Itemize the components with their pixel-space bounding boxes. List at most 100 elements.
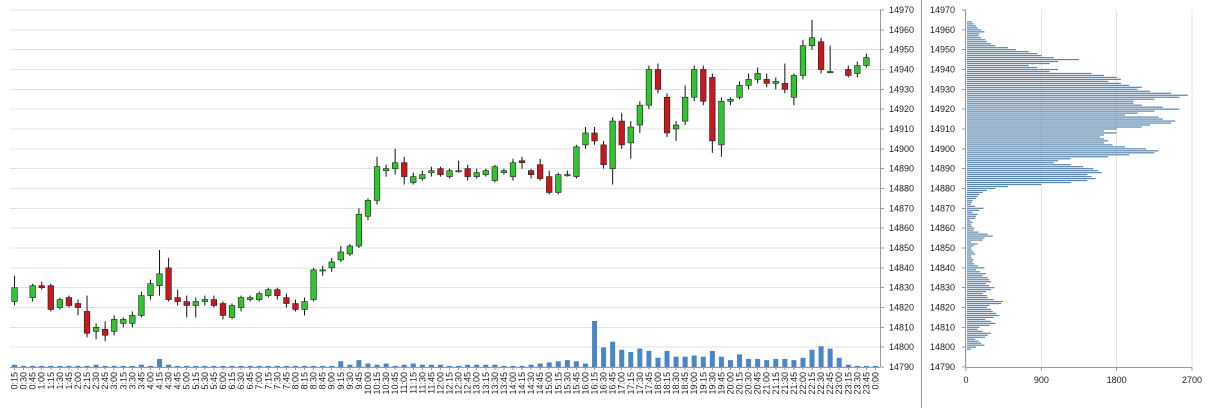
candle <box>346 244 353 256</box>
profile-bar <box>967 33 980 35</box>
profile-bar <box>967 344 985 346</box>
candle <box>292 299 299 312</box>
candle <box>47 283 54 312</box>
time-axis-label: 23:30 <box>852 372 862 395</box>
volume-bar <box>456 365 462 367</box>
candle-body <box>736 85 743 98</box>
candle-body <box>102 329 109 336</box>
volume-bar <box>646 350 652 367</box>
volume-bar <box>628 352 634 367</box>
profile-price-label: 14940 <box>930 65 955 75</box>
profile-bar <box>967 326 980 328</box>
volume-bar <box>111 365 117 367</box>
profile-bar <box>967 156 1109 158</box>
candle <box>663 93 671 137</box>
price-axis-label: 14940 <box>889 65 914 75</box>
price-axis-label: 14820 <box>889 303 914 313</box>
profile-bar <box>967 49 1017 51</box>
profile-bar <box>967 94 1188 96</box>
candle <box>355 208 363 248</box>
profile-bar <box>967 51 1029 53</box>
volume-bar <box>220 365 226 367</box>
price-axis: 14790 14800 14810 14820 14830 14840 14850 14860… <box>880 5 914 372</box>
profile-bar <box>967 124 1151 126</box>
volume-bar <box>573 361 579 367</box>
candle <box>437 166 444 177</box>
candle <box>319 265 326 276</box>
candle <box>228 303 236 320</box>
profile-bar <box>967 177 1096 180</box>
time-axis-label: 11:15 <box>408 372 418 394</box>
candle-body <box>808 37 816 46</box>
candle <box>491 164 498 183</box>
candle-body <box>546 176 553 193</box>
candle-body <box>654 69 662 90</box>
candle <box>863 53 870 68</box>
candle-body <box>319 269 326 272</box>
volume-bar <box>673 356 679 367</box>
time-axis-label: 19:45 <box>716 372 726 395</box>
candle-body <box>682 96 689 122</box>
time-axis-label: 8:45 <box>318 372 328 390</box>
volume-bar <box>782 358 788 367</box>
candle <box>219 301 227 320</box>
time-axis-label: 15:45 <box>571 372 581 395</box>
candle <box>817 37 825 74</box>
candle-body <box>627 126 634 144</box>
candle <box>283 293 290 308</box>
candle <box>799 39 807 80</box>
time-axis-label: 1:45 <box>64 372 74 390</box>
candle <box>74 299 82 316</box>
time-axis-label: 7:45 <box>281 372 291 390</box>
volume-bar <box>601 347 607 367</box>
candle-body <box>364 200 372 217</box>
time-axis-label: 4:45 <box>173 372 183 390</box>
candle-body <box>763 79 770 84</box>
time-axis-label: 22:15 <box>807 372 817 395</box>
profile-price-label: 14890 <box>930 164 955 174</box>
candle <box>790 73 798 106</box>
time-axis-label: 10:15 <box>372 372 382 395</box>
profile-bar <box>967 176 1092 178</box>
profile-bar <box>967 164 1071 166</box>
volume-bar <box>827 348 833 367</box>
volume-bar <box>773 358 779 367</box>
candle <box>682 85 689 126</box>
profile-bar <box>967 328 978 330</box>
profile-bar <box>967 25 977 27</box>
profile-bar <box>967 277 988 279</box>
candle <box>328 257 335 272</box>
profile-bar <box>967 142 1105 144</box>
candle <box>691 65 698 102</box>
candle <box>808 19 816 50</box>
volume-bar <box>746 358 752 367</box>
time-axis-label: 4:30 <box>164 372 174 390</box>
candle-body <box>237 297 245 308</box>
profile-bar <box>967 140 1109 142</box>
candle <box>546 170 553 195</box>
candle <box>700 65 707 106</box>
time-axis-label: 2:30 <box>91 372 101 390</box>
profile-bar <box>967 72 1092 75</box>
profile-value-label: 1800 <box>1107 375 1127 385</box>
profile-bar <box>967 223 972 225</box>
volume-bar <box>283 365 289 367</box>
time-axis-label: 14:30 <box>526 372 536 395</box>
candle <box>237 295 245 312</box>
price-axis-label: 14840 <box>889 263 914 273</box>
volume-bar <box>302 365 308 367</box>
candle <box>636 101 643 133</box>
candle <box>827 45 834 74</box>
volume-bar <box>274 365 280 367</box>
profile-price-label: 14860 <box>930 223 955 233</box>
candle-body <box>727 98 734 102</box>
profile-bar <box>967 62 1050 65</box>
time-axis-label: 3:00 <box>109 372 119 390</box>
volume-bar <box>764 360 770 367</box>
candle-body <box>745 79 752 86</box>
volume-bar <box>57 365 63 367</box>
candle <box>428 166 435 177</box>
time-axis-label: 17:30 <box>635 372 645 395</box>
profile-bar <box>967 287 995 289</box>
